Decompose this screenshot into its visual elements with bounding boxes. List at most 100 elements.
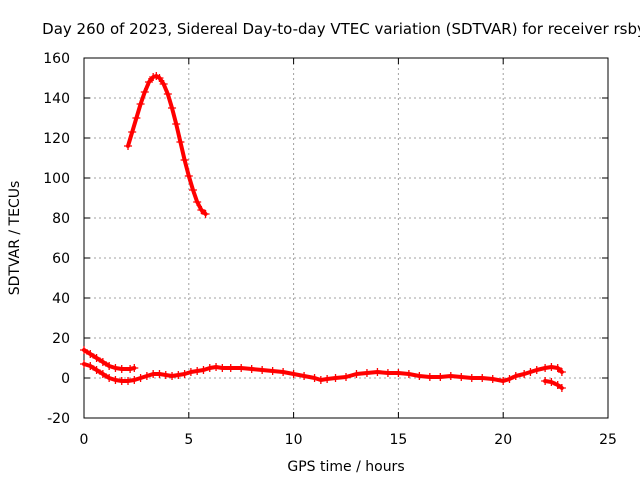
data-point — [98, 370, 107, 378]
y-tick-label: 120 — [43, 131, 70, 147]
data-point — [159, 80, 168, 88]
data-point — [184, 172, 193, 180]
data-point — [199, 366, 208, 374]
x-tick-label: 5 — [184, 432, 193, 448]
data-point — [212, 363, 221, 371]
data-point — [316, 376, 325, 384]
data-point — [436, 373, 445, 381]
x-tick-label: 20 — [494, 432, 512, 448]
data-point — [80, 360, 88, 368]
data-point — [205, 364, 214, 372]
series-arc-high — [124, 72, 210, 218]
y-tick-label: 20 — [52, 331, 70, 347]
y-tick-label: 80 — [52, 211, 70, 227]
axis-ticks: 0 5 10 15 20 25 -20 0 20 40 60 80 100 120 140 160 — [43, 51, 617, 448]
data-point — [168, 104, 177, 112]
data-point — [130, 364, 139, 372]
data-point — [258, 366, 267, 374]
data-point — [80, 346, 88, 354]
chart-title: Day 260 of 2023, Sidereal Day-to-day VTE… — [42, 20, 640, 38]
x-tick-label: 25 — [599, 432, 617, 448]
data-point — [111, 376, 120, 384]
grid — [84, 58, 608, 418]
data-point — [467, 374, 476, 382]
data-point — [279, 368, 288, 376]
data-point — [557, 368, 566, 376]
data-point — [132, 114, 141, 122]
data-point — [188, 186, 197, 194]
data-point — [124, 377, 133, 385]
data-point — [105, 374, 114, 382]
data-point — [180, 370, 189, 378]
data-point — [541, 377, 550, 385]
data-point — [478, 374, 487, 382]
data-point — [553, 364, 562, 372]
data-point — [124, 142, 133, 150]
x-tick-label: 0 — [80, 432, 89, 448]
data-point — [161, 371, 170, 379]
data-point — [404, 370, 413, 378]
data-point — [425, 373, 434, 381]
data-point — [520, 370, 529, 378]
data-point — [136, 374, 145, 382]
y-tick-label: 40 — [52, 291, 70, 307]
data-point — [362, 369, 371, 377]
x-axis-label: GPS time / hours — [287, 459, 404, 475]
data-point — [553, 381, 562, 389]
data-point — [105, 362, 114, 370]
data-point — [197, 206, 206, 214]
y-tick-label: 0 — [61, 371, 70, 387]
data-point — [172, 120, 181, 128]
data-point — [86, 350, 95, 358]
data-point — [446, 372, 455, 380]
data-point — [180, 156, 189, 164]
data-point — [111, 364, 120, 372]
data-point — [342, 373, 350, 381]
data-point — [128, 128, 137, 136]
data-point — [383, 369, 392, 377]
y-tick-label: 140 — [43, 91, 70, 107]
data-point — [237, 364, 246, 372]
data-point — [394, 369, 403, 377]
data-point — [457, 373, 466, 381]
data-point — [193, 367, 202, 375]
y-tick-label: 60 — [52, 251, 70, 267]
y-tick-label: 160 — [43, 51, 70, 67]
data-point — [557, 384, 566, 392]
data-point — [547, 363, 556, 371]
data-point — [373, 368, 382, 376]
data-point — [415, 372, 424, 380]
y-tick-label: 100 — [43, 171, 70, 187]
data-point — [136, 100, 145, 108]
series-line — [126, 74, 208, 216]
data-point — [142, 372, 151, 380]
data-point — [201, 210, 210, 218]
data-point — [186, 368, 195, 376]
data-point — [526, 368, 535, 376]
y-tick-label: -20 — [47, 411, 70, 427]
series-arc-b — [80, 360, 566, 385]
data-point — [323, 375, 332, 383]
x-tick-label: 15 — [389, 432, 407, 448]
data-point — [541, 364, 550, 372]
y-axis-label: SDTVAR / TECUs — [7, 181, 23, 296]
data-point — [174, 371, 183, 379]
data-point — [176, 138, 185, 146]
plot-frame — [83, 57, 609, 419]
data-point — [505, 375, 514, 383]
series-arc-c — [541, 377, 566, 392]
data-point — [352, 370, 361, 378]
x-tick-label: 10 — [285, 432, 303, 448]
data-point — [331, 374, 340, 382]
series-arc-a — [80, 346, 139, 373]
data-point — [247, 365, 256, 373]
data-point — [140, 88, 149, 96]
data-point — [155, 370, 164, 378]
data-point — [532, 366, 541, 374]
data-point — [92, 354, 101, 362]
data-point — [226, 364, 235, 372]
data-point — [499, 377, 508, 385]
data-point — [98, 358, 107, 366]
data-point — [289, 370, 298, 378]
